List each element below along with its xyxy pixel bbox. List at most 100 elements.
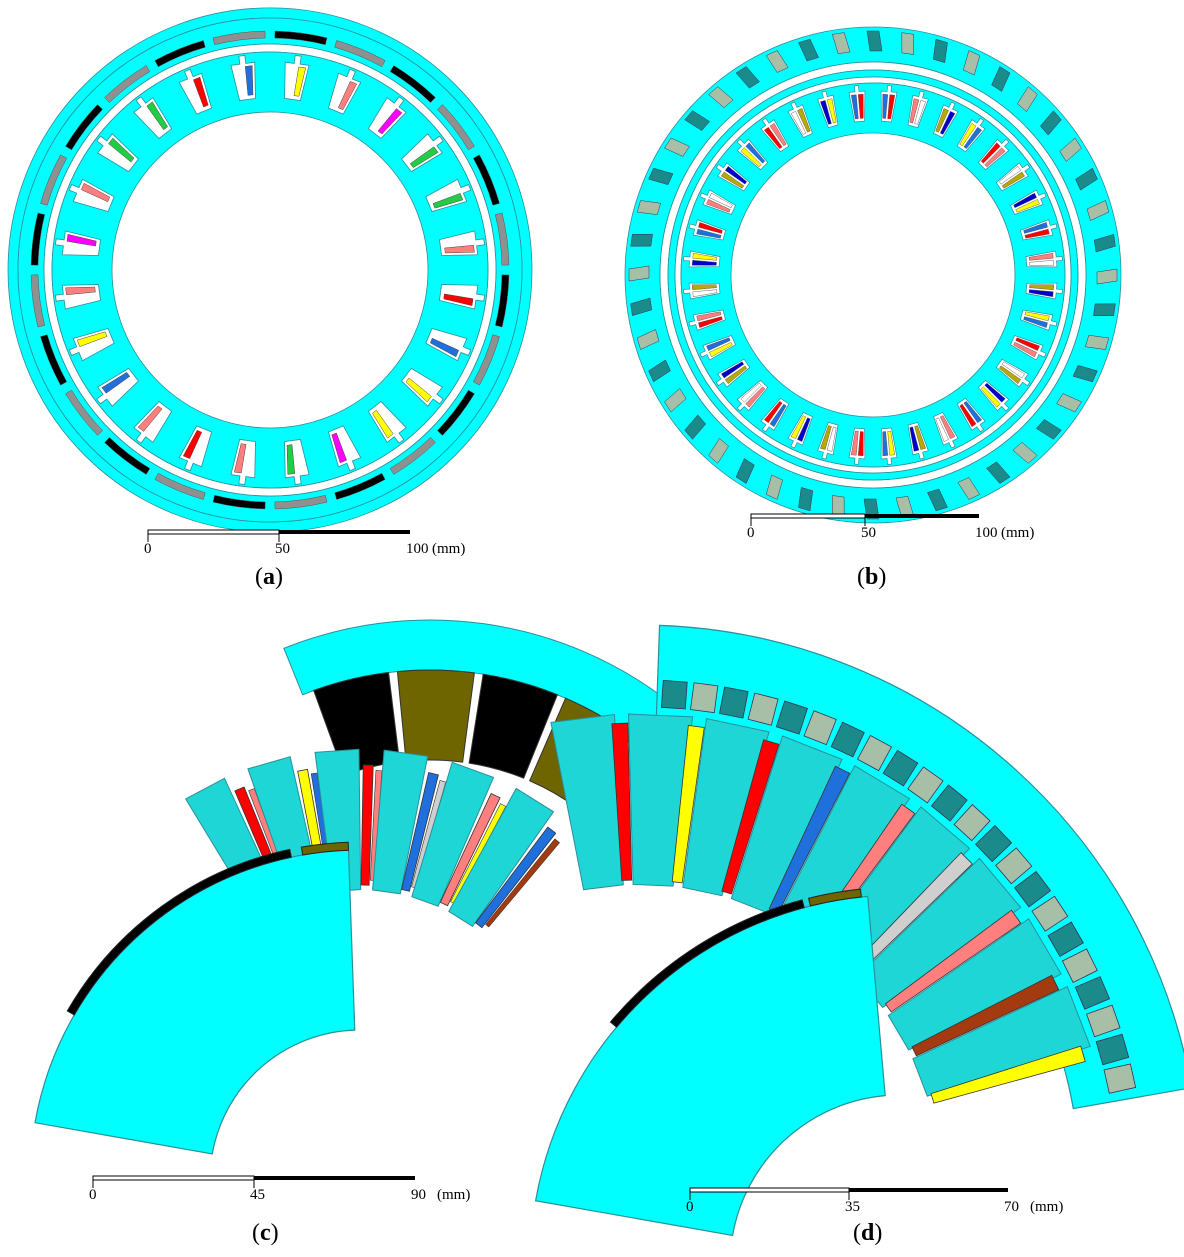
- permanent-magnet: [65, 104, 103, 151]
- coil-side: [692, 289, 718, 297]
- permanent-magnet: [1017, 86, 1038, 112]
- modulation-piece: [747, 692, 779, 726]
- permanent-magnet: [472, 334, 500, 386]
- coil-side: [706, 337, 731, 351]
- permanent-magnet: [30, 212, 45, 266]
- coil-side: [790, 415, 807, 439]
- coil-side: [884, 909, 1022, 1013]
- coil-side: [887, 94, 895, 120]
- permanent-magnet: [630, 233, 653, 247]
- coil-side: [444, 244, 475, 254]
- scale-unit: (mm): [1030, 1199, 1063, 1215]
- scale-tick-label: 90: [411, 1187, 426, 1203]
- coil-side: [671, 725, 705, 884]
- scale-unit: (mm): [432, 541, 465, 557]
- permanent-magnet: [963, 50, 981, 76]
- permanent-magnet: [1075, 167, 1098, 191]
- modulation-piece: [803, 710, 837, 746]
- caption-d: (d): [853, 1220, 883, 1246]
- coil-side: [485, 838, 560, 928]
- coil-side: [65, 286, 96, 296]
- coil-side: [432, 193, 464, 209]
- coil-side: [984, 382, 1006, 403]
- permanent-magnet: [1072, 365, 1098, 383]
- coil-side: [1028, 253, 1054, 261]
- coil-side: [820, 425, 832, 450]
- coil-side: [939, 111, 956, 135]
- coil-side: [691, 260, 717, 266]
- modulation-piece: [718, 686, 749, 719]
- coil-side: [826, 426, 837, 452]
- coil-side: [935, 108, 949, 133]
- scale-tick-label: 100: [975, 525, 998, 541]
- inner-magnet: [609, 899, 805, 1028]
- permanent-magnet: [1012, 441, 1038, 464]
- permanent-magnet: [334, 472, 386, 500]
- caption-b: (b): [857, 564, 887, 590]
- coil-side: [1024, 228, 1050, 239]
- permanent-magnet: [154, 472, 206, 500]
- coil-side: [1015, 199, 1040, 213]
- permanent-magnet: [735, 458, 755, 484]
- stator-slot: [327, 68, 362, 115]
- coil-side: [286, 444, 296, 475]
- stator-tooth: [448, 787, 555, 927]
- permanent-magnet: [648, 359, 671, 383]
- coil-side: [696, 228, 722, 239]
- permanent-magnet: [1059, 137, 1082, 162]
- coil-side: [1029, 260, 1055, 266]
- permanent-magnet: [274, 30, 328, 45]
- coil-side: [797, 108, 811, 133]
- scale-tick-label: 0: [747, 525, 755, 541]
- permanent-magnet: [1094, 234, 1116, 253]
- scale-tick-label: 0: [89, 1187, 97, 1203]
- permanent-magnet: [708, 86, 734, 109]
- stator-tooth: [912, 986, 1091, 1097]
- stator-slot: [133, 401, 173, 444]
- coil-side: [763, 401, 783, 423]
- coil-side: [692, 253, 718, 261]
- permanent-magnet: [1039, 110, 1062, 136]
- permanent-magnet: [40, 154, 68, 206]
- coil-side: [439, 792, 501, 907]
- permanent-magnet: [798, 487, 814, 512]
- coil-side: [939, 415, 956, 439]
- permanent-magnet: [40, 334, 68, 386]
- coil-side: [984, 147, 1006, 168]
- coil-side: [882, 93, 888, 119]
- coil-side: [429, 337, 459, 358]
- coil-side: [331, 432, 347, 464]
- coil-side: [709, 192, 733, 209]
- coil-side: [887, 430, 895, 456]
- coil-side: [721, 361, 745, 379]
- machine-cross-section-a: [7, 7, 533, 533]
- permanent-magnet: [684, 414, 707, 440]
- coil-side: [244, 65, 254, 96]
- scale-tick-label: 35: [845, 1199, 860, 1215]
- caption-c: (c): [252, 1220, 279, 1246]
- permanent-magnet: [437, 104, 475, 151]
- permanent-magnet: [664, 388, 687, 413]
- permanent-magnet: [1096, 268, 1118, 285]
- permanent-magnet: [437, 389, 475, 436]
- permanent-magnet: [212, 495, 266, 510]
- modulation-piece: [1031, 895, 1069, 932]
- coil-side: [790, 111, 807, 135]
- permanent-magnet: [1093, 303, 1116, 317]
- coil-side: [909, 98, 920, 124]
- coil-side: [909, 426, 920, 452]
- stator-core: [51, 51, 489, 489]
- coil-side: [959, 403, 977, 427]
- permanent-magnet: [708, 438, 729, 464]
- coil-side: [1013, 192, 1037, 209]
- stator-slot: [736, 138, 769, 171]
- modulation-piece: [907, 766, 944, 804]
- coil-side: [372, 409, 394, 439]
- permanent-magnet: [684, 110, 710, 131]
- modulation-piece: [953, 804, 991, 842]
- coil-side: [851, 430, 859, 456]
- coil-side: [706, 199, 731, 213]
- coil-side: [182, 429, 203, 459]
- coil-side: [763, 127, 783, 149]
- coil-side: [745, 386, 766, 408]
